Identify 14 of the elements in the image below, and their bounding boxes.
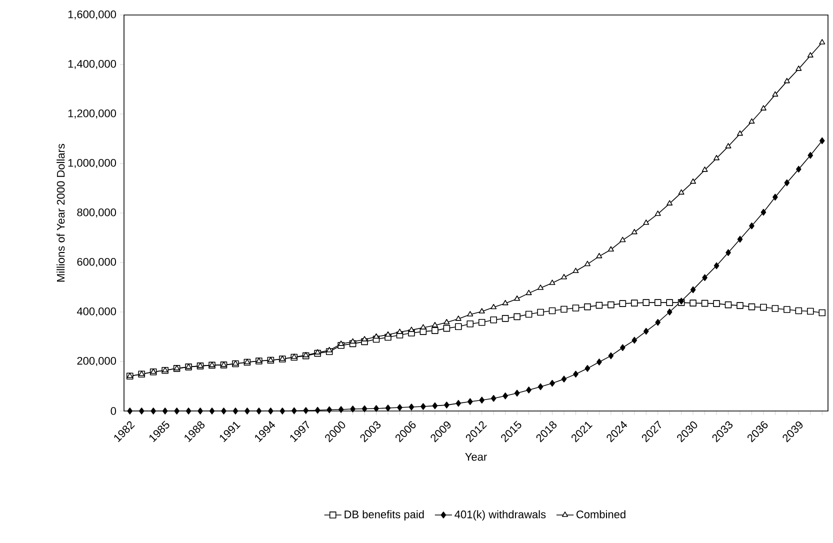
legend-label: DB benefits paid: [344, 510, 424, 520]
y-tick-label: 1,600,000: [68, 10, 116, 20]
y-tick-label: 1,200,000: [68, 109, 116, 119]
y-tick-label: 1,000,000: [68, 158, 116, 168]
legend-label: 401(k) withdrawals: [454, 510, 546, 520]
y-tick-label: 200,000: [77, 356, 116, 366]
y-tick-label: 600,000: [77, 258, 116, 268]
y-tick-label: 1,400,000: [68, 60, 116, 70]
x-axis-title: Year: [465, 453, 487, 461]
y-axis-title: Millions of Year 2000 Dollars: [56, 144, 65, 282]
y-tick-label: 0: [110, 407, 116, 415]
y-tick-label: 800,000: [77, 208, 116, 218]
y-tick-label: 400,000: [76, 307, 116, 317]
legend-label: Combined: [576, 510, 626, 518]
